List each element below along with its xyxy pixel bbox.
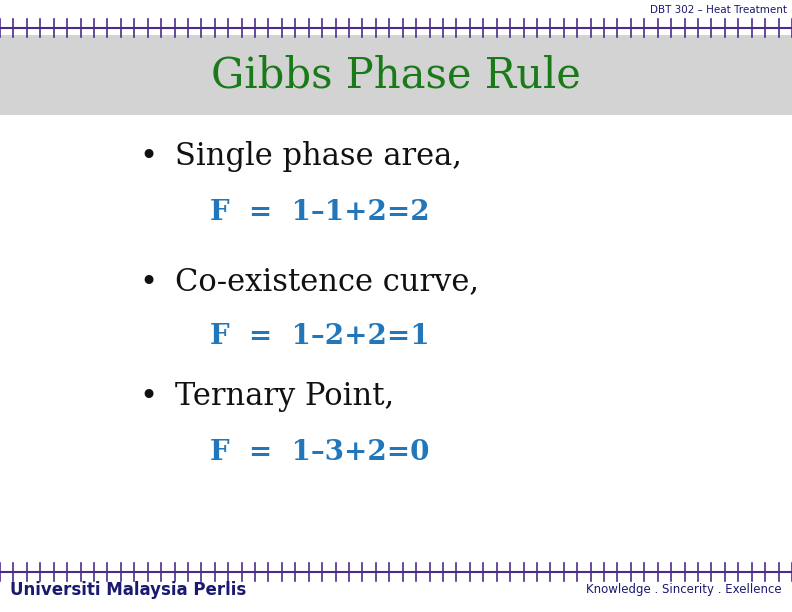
Text: Universiti Malaysia Perlis: Universiti Malaysia Perlis — [10, 581, 246, 599]
Text: Ternary Point,: Ternary Point, — [175, 381, 394, 412]
Text: •: • — [139, 267, 157, 296]
Text: •: • — [139, 143, 157, 171]
Text: F  =  1–1+2=2: F = 1–1+2=2 — [210, 198, 429, 225]
Text: F  =  1–2+2=1: F = 1–2+2=1 — [210, 324, 429, 351]
Text: Gibbs Phase Rule: Gibbs Phase Rule — [211, 54, 581, 96]
Text: Knowledge . Sincerity . Exellence: Knowledge . Sincerity . Exellence — [586, 583, 782, 597]
Text: •: • — [139, 382, 157, 411]
Text: DBT 302 – Heat Treatment: DBT 302 – Heat Treatment — [650, 5, 787, 15]
Text: F  =  1–3+2=0: F = 1–3+2=0 — [210, 439, 429, 466]
FancyBboxPatch shape — [0, 35, 792, 115]
Text: Single phase area,: Single phase area, — [175, 141, 462, 173]
Text: Co-existence curve,: Co-existence curve, — [175, 266, 479, 297]
